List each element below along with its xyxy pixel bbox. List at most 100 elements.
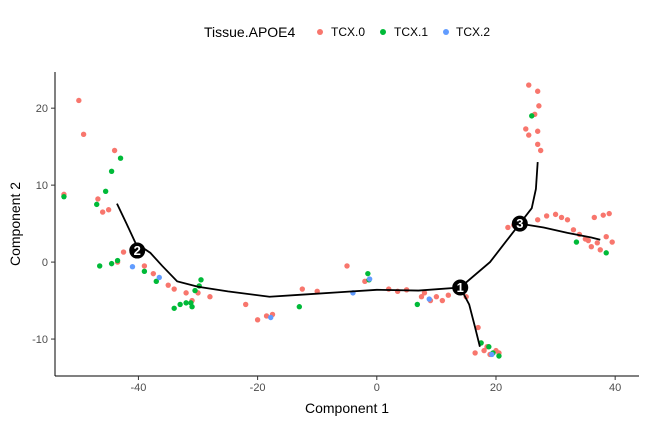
legend-label-tcx1: TCX.1 bbox=[394, 25, 428, 39]
point-tcx0 bbox=[526, 132, 532, 138]
point-tcx1 bbox=[61, 193, 67, 200]
point-tcx0 bbox=[120, 249, 127, 255]
point-tcx0 bbox=[439, 297, 446, 304]
point-tcx2 bbox=[426, 296, 432, 302]
point-tcx0 bbox=[481, 347, 487, 354]
point-tcx0 bbox=[543, 213, 550, 219]
trajectory-branch-line bbox=[459, 287, 481, 347]
legend-key-tcx0 bbox=[317, 29, 323, 35]
point-tcx0 bbox=[421, 290, 428, 296]
branch-point-label: 3 bbox=[516, 216, 523, 231]
legend-label-tcx0: TCX.0 bbox=[331, 25, 365, 39]
point-tcx1 bbox=[117, 155, 124, 161]
trajectory-branch-line bbox=[519, 222, 601, 241]
point-tcx1 bbox=[141, 268, 148, 275]
point-tcx0 bbox=[534, 141, 541, 148]
point-tcx0 bbox=[99, 209, 106, 215]
point-tcx0 bbox=[505, 224, 511, 231]
point-tcx1 bbox=[183, 300, 189, 306]
x-tick-label: 20 bbox=[490, 382, 502, 394]
point-tcx0 bbox=[603, 233, 609, 240]
point-tcx1 bbox=[496, 353, 502, 359]
point-tcx0 bbox=[537, 147, 544, 154]
point-tcx0 bbox=[141, 263, 148, 269]
point-tcx0 bbox=[472, 350, 478, 356]
branch-point-marker bbox=[129, 242, 146, 259]
point-tcx0 bbox=[558, 214, 565, 221]
point-tcx0 bbox=[585, 237, 592, 244]
point-tcx1 bbox=[296, 304, 303, 310]
point-tcx0 bbox=[150, 270, 157, 277]
point-tcx0 bbox=[418, 294, 425, 300]
point-tcx0 bbox=[171, 286, 177, 292]
point-tcx0 bbox=[362, 278, 368, 285]
trajectory bbox=[116, 161, 601, 347]
point-tcx1 bbox=[192, 287, 198, 294]
point-tcx0 bbox=[165, 282, 171, 288]
point-tcx1 bbox=[529, 113, 535, 119]
axes bbox=[54, 72, 639, 377]
y-tick-label: 0 bbox=[42, 257, 48, 269]
point-tcx1 bbox=[94, 201, 100, 208]
point-tcx2 bbox=[489, 351, 495, 358]
point-tcx2 bbox=[156, 274, 162, 281]
point-tcx1 bbox=[603, 250, 609, 256]
point-tcx0 bbox=[111, 147, 118, 154]
point-tcx0 bbox=[564, 217, 571, 223]
point-tcx1 bbox=[108, 260, 115, 267]
point-tcx1 bbox=[486, 344, 492, 350]
point-tcx1 bbox=[171, 305, 177, 311]
branch-point-marker bbox=[511, 215, 528, 232]
point-tcx0 bbox=[606, 210, 612, 217]
y-axis-title: Component 2 bbox=[7, 182, 23, 266]
point-tcx0 bbox=[80, 131, 87, 138]
point-tcx0 bbox=[594, 240, 600, 246]
point-tcx1 bbox=[365, 270, 371, 277]
legend-key-tcx2 bbox=[443, 29, 449, 35]
legend-label-tcx2: TCX.2 bbox=[456, 25, 490, 39]
point-tcx0 bbox=[254, 317, 261, 323]
axis-ticks: -40 -20 0 20 40 -10 0 10 20 bbox=[32, 103, 621, 394]
point-tcx1 bbox=[96, 263, 103, 269]
point-tcx0 bbox=[552, 211, 559, 218]
y-tick-label: -10 bbox=[32, 334, 48, 346]
point-tcx0 bbox=[299, 286, 306, 292]
point-tcx0 bbox=[534, 128, 541, 134]
point-tcx0 bbox=[588, 244, 595, 250]
point-tcx0 bbox=[475, 324, 481, 331]
branch-points: 1 2 3 bbox=[129, 215, 528, 296]
point-tcx0 bbox=[242, 301, 249, 308]
point-tcx0 bbox=[95, 196, 101, 202]
trajectory-main-line bbox=[116, 161, 539, 298]
point-tcx1 bbox=[102, 188, 109, 194]
point-tcx1 bbox=[188, 300, 194, 306]
point-tcx1 bbox=[108, 168, 115, 174]
y-tick-label: 10 bbox=[36, 180, 48, 192]
x-tick-label: 0 bbox=[374, 382, 380, 394]
x-tick-label: -20 bbox=[250, 382, 266, 394]
point-tcx0 bbox=[534, 88, 541, 94]
legend-title: Tissue.APOE4 bbox=[204, 24, 296, 40]
point-tcx0 bbox=[523, 126, 529, 132]
y-tick-label: 20 bbox=[36, 103, 48, 115]
point-tcx0 bbox=[534, 217, 541, 223]
data-points bbox=[61, 82, 615, 359]
point-tcx0 bbox=[591, 214, 598, 221]
x-tick-label: -40 bbox=[130, 382, 146, 394]
x-tick-label: 40 bbox=[609, 382, 621, 394]
point-tcx2 bbox=[268, 314, 274, 321]
point-tcx0 bbox=[433, 294, 440, 300]
point-tcx2 bbox=[129, 264, 136, 270]
point-tcx0 bbox=[597, 247, 603, 253]
point-tcx0 bbox=[183, 290, 189, 296]
point-tcx1 bbox=[114, 257, 121, 264]
point-tcx1 bbox=[198, 277, 204, 283]
point-tcx1 bbox=[414, 301, 421, 308]
point-tcx0 bbox=[344, 263, 350, 269]
point-tcx0 bbox=[600, 212, 606, 218]
branch-point-label: 2 bbox=[134, 243, 141, 258]
point-tcx1 bbox=[177, 301, 183, 308]
x-axis-title: Component 1 bbox=[305, 400, 389, 416]
point-tcx0 bbox=[105, 207, 112, 213]
